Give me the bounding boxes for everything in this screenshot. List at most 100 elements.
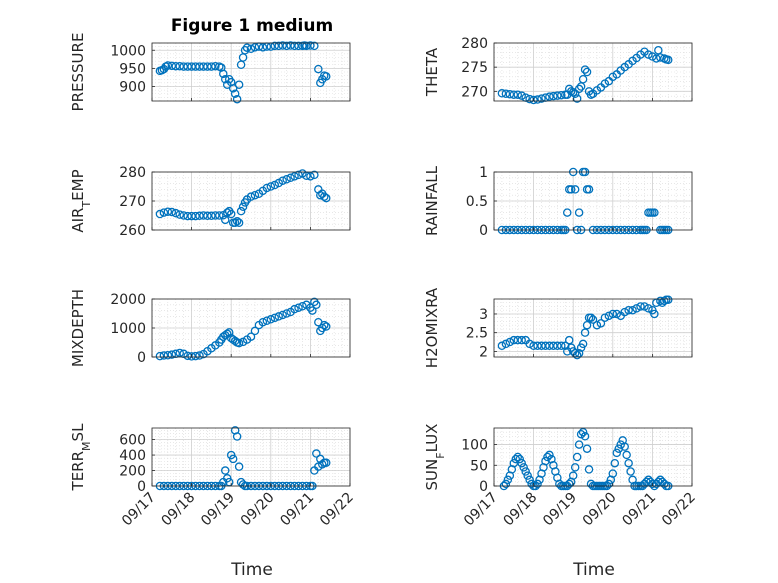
data-point: [549, 91, 558, 101]
data-point: [308, 306, 317, 315]
data-point: [230, 336, 240, 346]
data-point: [620, 442, 629, 451]
data-point: [238, 480, 248, 489]
data-point: [294, 41, 303, 51]
data-point: [580, 328, 590, 337]
x-tick-label: 09/18: [159, 490, 199, 530]
data-point: [171, 349, 181, 359]
data-point: [517, 458, 526, 468]
data-point: [648, 479, 657, 489]
data-point: [505, 89, 515, 99]
data-point: [566, 185, 576, 194]
subplot-1: 900 950 1000 PRESSURE: [69, 33, 351, 111]
data-point: [318, 460, 327, 469]
data-point: [650, 208, 659, 217]
x-tick-label: 09/19: [540, 490, 580, 530]
data-point: [179, 349, 188, 359]
data-point: [612, 309, 622, 319]
data-point: [199, 62, 208, 71]
data-point: [622, 450, 631, 460]
data-point: [541, 341, 550, 351]
data-point: [624, 458, 633, 468]
data-point: [290, 304, 299, 314]
data-point: [584, 185, 594, 194]
y-tick-label: 1: [479, 165, 488, 181]
data-point: [258, 43, 268, 52]
data-point: [159, 351, 169, 360]
data-point: [511, 454, 521, 464]
data-point: [574, 208, 584, 217]
y-axis-label: AIRTEMP: [69, 169, 93, 232]
data-point: [250, 326, 260, 336]
data-point: [183, 211, 192, 221]
data-point: [195, 62, 204, 71]
data-point: [517, 91, 526, 100]
data-point: [321, 72, 331, 81]
data-point: [620, 307, 629, 317]
y-tick-label: 950: [119, 61, 146, 77]
data-point: [270, 41, 280, 51]
data-point: [183, 62, 192, 71]
data-point: [519, 463, 528, 472]
data-point: [234, 338, 244, 348]
data-point: [654, 477, 663, 487]
data-point: [321, 193, 331, 203]
data-point: [656, 296, 665, 306]
data-point: [310, 170, 319, 180]
data-point: [298, 301, 307, 311]
data-point: [270, 180, 280, 190]
data-point: [314, 64, 323, 74]
data-point: [628, 305, 637, 315]
data-point: [523, 471, 532, 480]
data-point: [312, 300, 321, 310]
data-point: [232, 94, 242, 104]
data-point: [644, 304, 653, 313]
y-tick-label: 260: [119, 223, 146, 239]
subplot-4: 0 0.5 1 RAINFALL: [423, 165, 693, 239]
data-point: [266, 182, 276, 191]
data-point: [612, 448, 622, 458]
data-point: [582, 444, 592, 453]
data-point: [179, 211, 188, 220]
y-tick-label: 200: [119, 464, 146, 480]
data-point: [191, 211, 200, 221]
y-axis-label: RAINFALL: [423, 165, 441, 236]
data-point: [278, 176, 287, 185]
data-point: [557, 90, 566, 100]
data-point: [302, 41, 311, 51]
data-point: [497, 89, 507, 98]
data-point: [234, 218, 244, 227]
data-point: [278, 310, 287, 320]
data-point: [207, 62, 216, 71]
subplot-3: 260 270 280 AIRTEMP: [69, 165, 351, 239]
data-point: [258, 317, 268, 327]
data-point: [175, 210, 184, 219]
data-point: [250, 43, 260, 52]
data-point: [320, 192, 329, 201]
data-point: [513, 90, 523, 99]
x-tick-label: 09/22: [659, 490, 699, 530]
data-point: [179, 62, 188, 71]
data-point: [501, 339, 511, 349]
data-point: [282, 309, 291, 318]
data-point: [533, 341, 542, 351]
data-point: [240, 46, 250, 55]
data-point: [503, 475, 513, 485]
data-point: [501, 479, 511, 489]
subplot-6: 2 2.5 3 H2OMIXRA: [423, 287, 693, 368]
plot-area: [494, 299, 692, 357]
data-point: [608, 469, 618, 478]
data-point: [509, 90, 519, 99]
data-point: [282, 174, 291, 184]
data-point: [242, 43, 252, 52]
data-point: [582, 67, 592, 77]
data-point: [553, 341, 562, 351]
data-point: [515, 454, 524, 464]
y-axis-label: H2OMIXRA: [423, 287, 441, 368]
data-point: [262, 316, 272, 325]
data-point: [509, 335, 519, 345]
y-tick-label: 270: [461, 84, 488, 100]
data-point: [656, 53, 665, 62]
data-point: [294, 303, 303, 312]
